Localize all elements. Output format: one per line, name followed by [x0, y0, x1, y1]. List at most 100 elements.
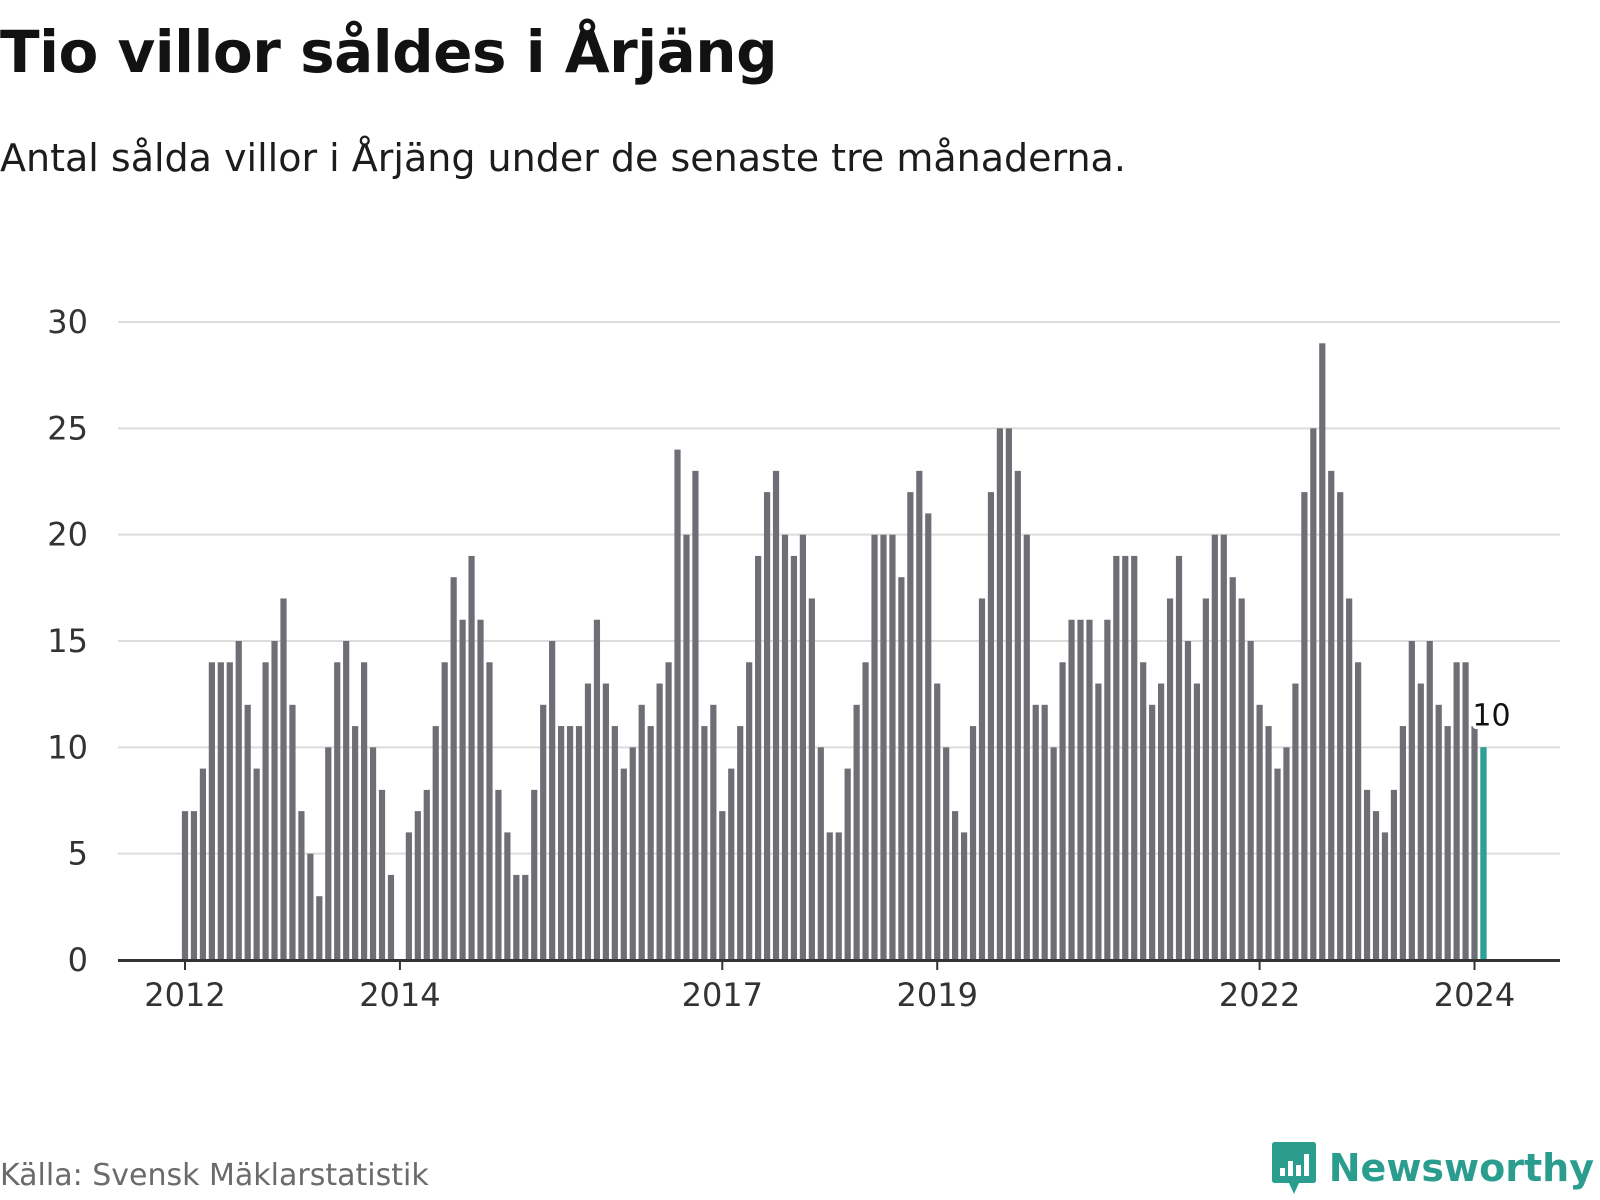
- y-tick-label: 10: [47, 728, 88, 766]
- bar: [361, 662, 368, 960]
- bar: [1283, 747, 1290, 960]
- bar: [441, 662, 448, 960]
- bar: [826, 832, 833, 960]
- bar: [432, 726, 439, 960]
- bar: [235, 641, 242, 960]
- bar: [1202, 598, 1209, 960]
- bar: [271, 641, 278, 960]
- y-tick-label: 5: [68, 835, 88, 873]
- bar: [943, 747, 950, 960]
- bar: [1301, 492, 1308, 960]
- bar: [1229, 577, 1236, 960]
- bar: [1310, 428, 1317, 961]
- bar: [405, 832, 412, 960]
- bar: [1453, 662, 1460, 960]
- bar: [1005, 428, 1012, 961]
- bar: [1274, 768, 1281, 960]
- bars: [181, 343, 1487, 961]
- bar: [477, 619, 484, 960]
- bar: [325, 747, 332, 960]
- bar: [540, 704, 547, 960]
- bar: [1247, 641, 1254, 960]
- bar: [853, 704, 860, 960]
- chart-title: Tio villor såldes i Årjäng: [0, 18, 778, 86]
- bar: [1381, 832, 1389, 960]
- bar: [1041, 704, 1048, 960]
- bar: [280, 598, 287, 960]
- bar: [450, 577, 457, 960]
- bar: [423, 789, 430, 960]
- bar: [808, 598, 815, 960]
- bar: [1471, 726, 1478, 960]
- bar: [504, 832, 511, 960]
- y-tick-label: 30: [47, 303, 88, 341]
- bar: [289, 704, 296, 960]
- bar: [531, 789, 538, 960]
- bar: [790, 555, 798, 960]
- bar: [226, 662, 233, 960]
- y-axis-ticks: 0 5 10 15 20 25 30: [47, 303, 88, 979]
- bar: [1256, 704, 1263, 960]
- x-tick-label: 2012: [144, 976, 225, 1014]
- bar: [1023, 534, 1030, 960]
- bar: [495, 789, 502, 960]
- bar: [835, 832, 842, 960]
- bar: [459, 619, 466, 960]
- bar: [1158, 683, 1165, 960]
- bar: [772, 470, 780, 960]
- bar: [513, 874, 520, 960]
- bar: [710, 704, 717, 960]
- bar: [1220, 534, 1227, 960]
- bar: [871, 534, 878, 960]
- bar: [1346, 598, 1353, 960]
- bar: [1050, 747, 1057, 960]
- bar: [549, 641, 556, 960]
- bar: [584, 683, 592, 960]
- bar-highlight: [1480, 747, 1487, 960]
- bar: [298, 811, 305, 960]
- bar: [558, 726, 565, 960]
- bar: [1292, 683, 1299, 960]
- bar: [1337, 492, 1344, 960]
- bar: [378, 789, 386, 960]
- bar: [1408, 641, 1415, 960]
- bar-chart-speech-bubble-icon: [1271, 1142, 1316, 1194]
- bar: [244, 704, 251, 960]
- bar: [593, 619, 601, 960]
- bar: [862, 662, 869, 960]
- bar: [575, 726, 583, 960]
- bar: [844, 768, 851, 960]
- bar: [880, 534, 887, 960]
- bar: [978, 598, 986, 960]
- bar: [1417, 683, 1424, 960]
- bar: [781, 534, 789, 960]
- y-tick-label: 15: [47, 622, 88, 660]
- brand: Newsworthy: [1271, 1140, 1594, 1196]
- bar: [217, 662, 224, 960]
- bar: [1095, 683, 1102, 960]
- bar: [763, 492, 771, 960]
- bar: [208, 662, 215, 960]
- bar: [1140, 662, 1147, 960]
- bar: [1211, 534, 1218, 960]
- bar: [692, 470, 699, 960]
- bar: [701, 726, 708, 960]
- bar: [1426, 641, 1433, 960]
- bar: [1462, 662, 1469, 960]
- source-note: Källa: Svensk Mäklarstatistik: [0, 1158, 429, 1193]
- x-tick-label: 2014: [359, 976, 440, 1014]
- x-tick-label: 2019: [897, 976, 978, 1014]
- bar: [343, 641, 350, 960]
- bar: [1372, 811, 1380, 960]
- y-tick-label: 25: [47, 409, 88, 447]
- bar: [316, 896, 323, 960]
- bar: [253, 768, 260, 960]
- y-tick-label: 20: [47, 516, 88, 554]
- bar: [1184, 641, 1192, 960]
- bar: [1149, 704, 1156, 960]
- x-tick-label: 2024: [1434, 976, 1515, 1014]
- data-labels: 10: [1469, 695, 1514, 737]
- bar: [1104, 619, 1111, 960]
- bar: [934, 683, 941, 960]
